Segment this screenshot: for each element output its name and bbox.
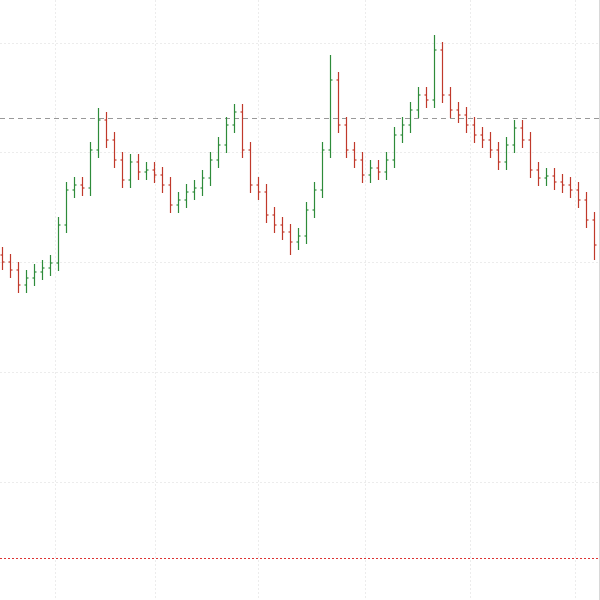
plot-background [0, 0, 600, 600]
page: (() => { const data = JSON.parse(documen… [0, 0, 600, 600]
chart [0, 0, 600, 600]
